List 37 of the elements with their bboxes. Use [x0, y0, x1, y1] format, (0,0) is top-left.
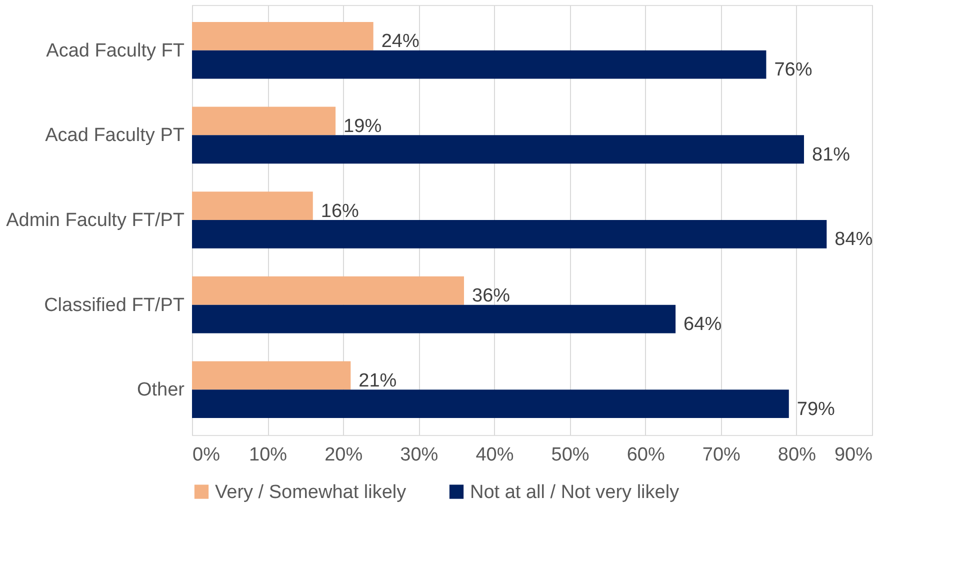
x-tick-label: 70%	[702, 444, 741, 466]
bar	[192, 276, 464, 305]
data-label: 64%	[684, 314, 722, 336]
y-tick-label: Admin Faculty FT/PT	[6, 210, 185, 231]
bar	[192, 390, 789, 418]
data-label: 19%	[344, 116, 382, 137]
y-tick-label: Acad Faculty FT	[46, 40, 185, 62]
bar	[192, 192, 313, 220]
data-label: 81%	[812, 144, 850, 166]
x-tick-label: 50%	[551, 444, 590, 466]
bar	[192, 135, 804, 164]
y-tick-label: Classified FT/PT	[44, 294, 185, 316]
x-tick-label: 30%	[400, 444, 438, 466]
data-label: 24%	[381, 31, 420, 52]
data-label: 36%	[472, 286, 510, 307]
bar	[192, 50, 766, 79]
bar	[192, 304, 676, 334]
x-tick-label: 40%	[476, 444, 514, 466]
x-tick-label: 80%	[778, 444, 816, 466]
legend-label: Very / Somewhat likely	[215, 482, 407, 503]
data-label: 16%	[320, 200, 360, 222]
x-tick-label: 60%	[626, 444, 665, 466]
x-tick-label: 0%	[192, 444, 220, 466]
bar	[192, 220, 827, 248]
bar	[192, 361, 351, 390]
x-tick-label: 10%	[249, 444, 288, 466]
data-label: 84%	[834, 229, 873, 250]
data-label: 21%	[358, 370, 397, 392]
data-label: 76%	[774, 60, 812, 81]
y-tick-label: Other	[136, 380, 186, 401]
legend-label: Not at all / Not very likely	[470, 482, 680, 503]
x-tick-label: 20%	[324, 444, 363, 466]
y-tick-label: Acad Faculty PT	[45, 125, 185, 146]
data-label: 79%	[796, 398, 836, 420]
bar	[192, 22, 374, 50]
bar	[192, 106, 336, 136]
x-tick-label: 90%	[834, 444, 873, 466]
